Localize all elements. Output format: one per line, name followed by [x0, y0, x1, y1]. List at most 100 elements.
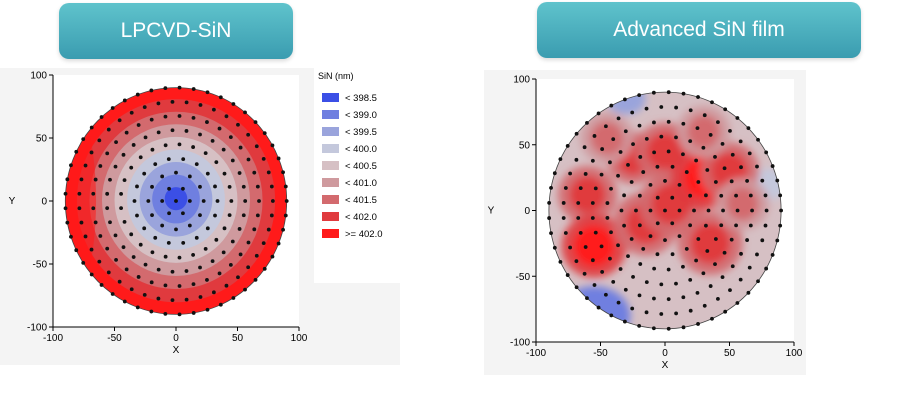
measurement-point: [253, 120, 258, 125]
measurement-point: [124, 267, 129, 272]
measurement-point: [623, 319, 627, 324]
measurement-point: [281, 227, 285, 232]
measurement-point: [695, 290, 700, 295]
measurement-point: [89, 272, 94, 277]
measurement-point: [603, 124, 608, 129]
measurement-point: [723, 309, 728, 314]
measurement-point: [692, 208, 696, 213]
measurement-point: [574, 259, 579, 264]
measurement-point: [552, 245, 557, 250]
measurement-point: [605, 201, 610, 205]
thickness-map: [548, 92, 782, 329]
measurement-point: [149, 117, 154, 122]
measurement-point: [626, 163, 630, 167]
measurement-point: [217, 126, 222, 131]
measurement-point: [583, 172, 588, 176]
measurement-point: [638, 155, 643, 159]
measurement-point: [708, 133, 713, 137]
measurement-point: [163, 311, 168, 316]
measurement-point: [167, 211, 171, 216]
measurement-point: [269, 213, 274, 218]
measurement-point: [99, 283, 104, 287]
measurement-point: [565, 144, 570, 148]
legend-label: < 398.5: [345, 93, 377, 104]
measurement-point: [156, 296, 161, 301]
measurement-point: [618, 267, 623, 271]
measurement-point: [160, 223, 165, 228]
measurement-point: [593, 186, 598, 191]
measurement-point: [648, 234, 653, 239]
measurement-point: [558, 259, 563, 264]
measurement-point: [684, 247, 689, 251]
measurement-point: [254, 253, 259, 258]
measurement-point: [626, 254, 630, 258]
measurement-point: [561, 201, 566, 205]
x-tick-label: -50: [107, 333, 122, 344]
measurement-point: [578, 230, 583, 235]
measurement-point: [688, 308, 693, 313]
measurement-point: [775, 238, 780, 243]
measurement-point: [651, 90, 656, 95]
measurement-point: [270, 199, 275, 203]
measurement-point: [187, 199, 192, 203]
measurement-point: [218, 95, 223, 100]
measurement-point: [734, 193, 738, 198]
measurement-point: [177, 284, 182, 288]
x-tick-label: 0: [173, 333, 179, 344]
hotspot: [687, 115, 720, 149]
measurement-point: [191, 311, 196, 315]
y-tick-label: 50: [519, 140, 531, 151]
measurement-point: [108, 220, 112, 225]
measurement-point: [596, 111, 601, 116]
measurement-point: [63, 191, 68, 196]
measurement-point: [599, 244, 604, 249]
measurement-point: [659, 282, 664, 287]
measurement-point: [138, 155, 143, 160]
measurement-point: [227, 184, 232, 189]
measurement-point: [252, 170, 257, 175]
measurement-point: [77, 206, 82, 211]
y-tick-label: 0: [41, 197, 47, 208]
measurement-point: [663, 179, 667, 183]
measurement-point: [236, 275, 240, 280]
contour-blobs: [557, 92, 782, 329]
measurement-point: [142, 226, 147, 231]
measurement-point: [81, 137, 86, 142]
measurement-point: [198, 265, 202, 270]
measurement-point: [213, 213, 217, 218]
measurement-point: [177, 312, 182, 317]
measurement-point: [222, 226, 227, 231]
measurement-point: [89, 125, 94, 130]
measurement-point: [205, 307, 210, 312]
measurement-point: [142, 171, 147, 176]
measurement-point: [609, 103, 614, 108]
measurement-point: [651, 326, 656, 331]
measurement-point: [136, 123, 141, 127]
measurement-point: [582, 271, 587, 276]
measurement-point: [603, 292, 608, 297]
measurement-point: [276, 241, 281, 246]
measurement-point: [720, 141, 725, 146]
measurement-point: [779, 208, 783, 213]
measurement-point: [568, 245, 573, 250]
measurement-point: [688, 193, 693, 198]
measurement-point: [659, 134, 664, 139]
measurement-point: [122, 178, 127, 183]
measurement-point: [677, 182, 682, 187]
measurement-point: [630, 306, 635, 311]
wafer-map-advanced: -100 -50 0 50 100 100 50 0 -50 -100 X Y: [488, 75, 803, 372]
measurement-point: [114, 140, 118, 145]
measurement-point: [764, 208, 769, 213]
measurement-point: [622, 193, 626, 198]
measurement-point: [69, 234, 73, 239]
measurement-point: [608, 160, 612, 165]
measurement-point: [184, 297, 189, 302]
measurement-point: [121, 245, 126, 250]
measurement-point: [79, 220, 84, 225]
measurement-point: [563, 231, 568, 235]
measurement-point: [122, 98, 127, 103]
measurement-point: [623, 97, 627, 102]
measurement-point: [770, 253, 775, 257]
measurement-point: [150, 147, 155, 152]
measurement-point: [735, 116, 740, 120]
